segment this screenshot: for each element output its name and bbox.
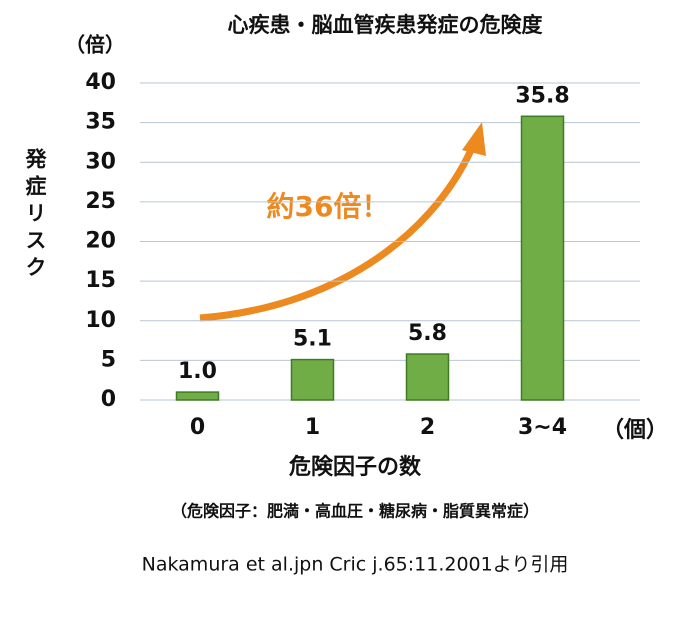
y-tick-label: 15 (85, 268, 116, 293)
chart-title: 心疾患・脳血管疾患発症の危険度 (228, 13, 543, 37)
y-tick-label: 10 (85, 308, 116, 333)
arrow (199, 146, 476, 322)
y-tick-label: 30 (85, 149, 116, 174)
value-label: 35.8 (515, 83, 569, 108)
bar (520, 115, 565, 401)
y-tick-label: 20 (85, 229, 116, 254)
value-label: 5.8 (408, 321, 447, 346)
arrow-head (462, 122, 486, 156)
y-tick-label: 0 (101, 387, 116, 412)
x-tick-label: 0 (190, 415, 205, 440)
annotation: 約36倍！ (267, 190, 390, 223)
y-unit: （倍） (65, 33, 125, 57)
x-tick-label: 2 (420, 415, 435, 440)
x-unit: （個） (602, 418, 668, 443)
value-label: 1.0 (178, 359, 217, 384)
source: Nakamura et al.jpn Cric j.65:11.2001より引用 (142, 554, 569, 576)
y-tick-label: 25 (85, 189, 116, 214)
bar (405, 353, 450, 401)
y-axis-label: 発症リスク (23, 148, 48, 283)
x-axis-label: 危険因子の数 (289, 454, 422, 480)
x-tick-label: 3~4 (518, 415, 567, 440)
value-label: 5.1 (293, 327, 332, 352)
bar (290, 358, 335, 401)
y-tick-label: 5 (101, 347, 116, 372)
x-tick-label: 1 (305, 415, 320, 440)
y-tick-label: 40 (85, 70, 116, 95)
note: （危険因子：肥満・高血圧・糖尿病・脂質異常症） (171, 502, 539, 521)
y-tick-label: 35 (85, 110, 116, 135)
bar (175, 391, 220, 401)
